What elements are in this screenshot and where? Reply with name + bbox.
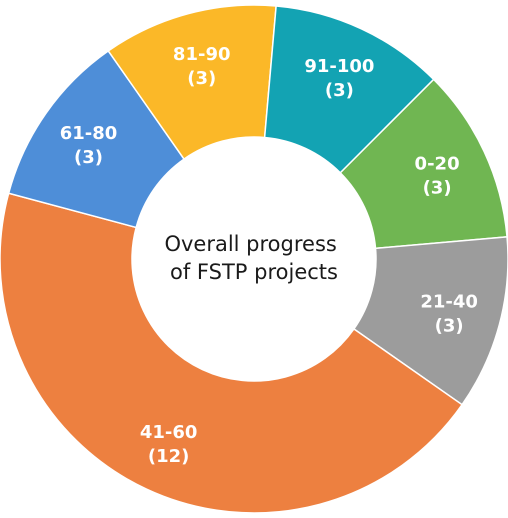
slice-label-81-90: 81-90 (3) [173, 44, 231, 89]
donut-slices [0, 4, 508, 514]
slice-label-0-20: 0-20 (3) [415, 154, 460, 199]
slice-label-count: (3) [435, 315, 464, 336]
slice-labels: 0-20 (3) 21-40 (3) 41-60 (12) 61-80 (3) 81-90 (3)… [60, 44, 478, 467]
center-title: Overall progress of FSTP projects [164, 232, 343, 284]
donut-hole [132, 137, 376, 381]
slice-label-21-40: 21-40 (3) [420, 291, 478, 336]
slice-label-count: (3) [74, 147, 103, 168]
slice-label-61-80: 61-80 (3) [60, 123, 118, 168]
slice-label-91-100: 91-100 (3) [304, 56, 374, 101]
slice-label-count: (12) [148, 446, 190, 467]
slice-label-count: (3) [423, 178, 452, 199]
slice-91-100 [263, 5, 435, 174]
slice-label-range: 61-80 [60, 123, 118, 144]
slice-label-41-60: 41-60 (12) [140, 422, 198, 467]
slice-label-range: 21-40 [420, 291, 478, 312]
slice-label-range: 41-60 [140, 422, 198, 443]
slice-label-count: (3) [325, 80, 354, 101]
slice-label-count: (3) [187, 68, 216, 89]
center-title-line-1: Overall progress [164, 232, 336, 256]
slice-label-range: 0-20 [415, 154, 460, 175]
slice-label-range: 91-100 [304, 56, 374, 77]
center-title-line-2: of FSTP projects [170, 260, 338, 284]
slice-label-range: 81-90 [173, 44, 231, 65]
